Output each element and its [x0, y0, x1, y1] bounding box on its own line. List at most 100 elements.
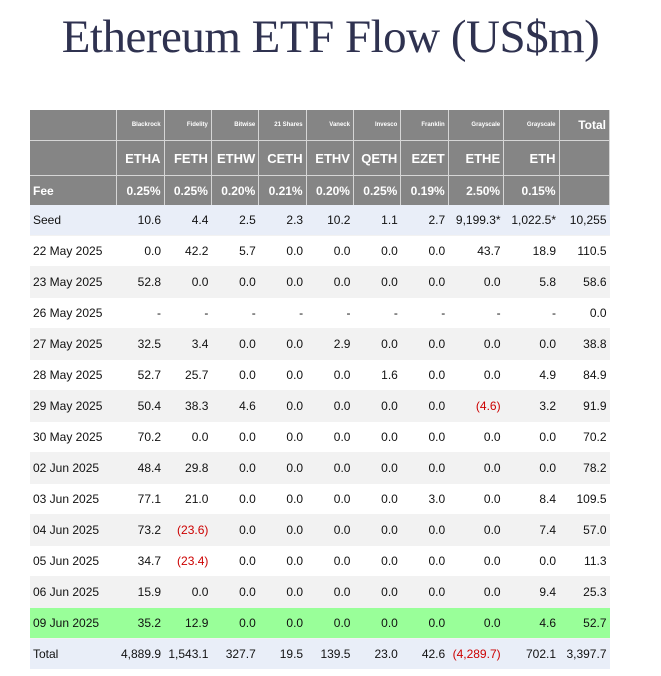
flow-cell-eth: 8.4	[503, 483, 560, 515]
row-label: 09 Jun 2025	[30, 607, 117, 639]
fee-cell-qeth: 0.25%	[353, 175, 402, 205]
row-label: 04 Jun 2025	[30, 514, 117, 546]
issuer-header-ezet: Franklin	[400, 110, 449, 141]
flow-cell-ethw: 0.0	[211, 483, 259, 515]
flow-cell-feth: (23.4)	[164, 545, 212, 577]
ticker-header-ethv: ETHV	[306, 140, 354, 176]
table-row: 06 Jun 2025 15.9 0.0 0.0 0.0 0.0 0.0 0.0 0.0 9.4 2…	[30, 576, 610, 608]
chart-title: Ethereum ETF Flow (US$m)	[61, 11, 600, 63]
ticker-header-feth: FETH	[164, 140, 212, 176]
flow-cell-ethw: 0.0	[211, 545, 259, 577]
table-row: 23 May 2025 52.8 0.0 0.0 0.0 0.0 0.0 0.0 0.0 5.8 5…	[30, 266, 610, 298]
flow-cell-ethv: 0.0	[306, 514, 354, 546]
ticker-header-ceth: CETH	[258, 140, 307, 176]
flow-cell-ethe: 0.0	[448, 452, 504, 484]
issuer-header-feth: Fidelity	[164, 110, 212, 141]
table-row: 30 May 2025 70.2 0.0 0.0 0.0 0.0 0.0 0.0 0.0 0.0 7…	[30, 421, 610, 453]
fee-cell-ezet: 0.19%	[400, 175, 449, 205]
flow-cell-eth: 702.1	[503, 638, 560, 669]
flow-cell-ethe: 0.0	[448, 328, 504, 360]
flow-cell-feth: 0.0	[164, 421, 212, 453]
flow-cell-ceth: -	[258, 297, 307, 329]
table-row: 29 May 2025 50.4 38.3 4.6 0.0 0.0 0.0 0.0 (4.6) 3…	[30, 390, 610, 422]
flow-cell-ezet: 0.0	[400, 266, 449, 298]
row-total-cell: 110.5	[559, 235, 610, 267]
flow-cell-ethv: 139.5	[306, 638, 354, 669]
total-row: Total 4,889.9 1,543.1 327.7 19.5 139.5 23.0 42.…	[30, 638, 610, 669]
flow-cell-feth: 0.0	[164, 266, 212, 298]
row-total-cell: 52.7	[559, 607, 610, 639]
flow-cell-qeth: 0.0	[353, 266, 401, 298]
row-label: 28 May 2025	[30, 359, 117, 391]
flow-cell-ethe: 0.0	[448, 607, 504, 639]
issuer-header-qeth: Invesco	[353, 110, 402, 141]
row-label: 02 Jun 2025	[30, 452, 117, 484]
flow-cell-ceth: 0.0	[258, 266, 307, 298]
flow-cell-ethv: 0.0	[306, 359, 354, 391]
flow-cell-feth: 4.4	[164, 205, 212, 236]
ticker-header-row: ETHA FETH ETHW CETH ETHV QETH EZET ETHE ETH	[30, 140, 611, 176]
flow-cell-ezet: 0.0	[400, 328, 449, 360]
flow-cell-etha: 15.9	[116, 576, 165, 608]
row-label: 23 May 2025	[30, 266, 117, 298]
flow-cell-eth: -	[503, 297, 560, 329]
flow-cell-ethv: 0.0	[306, 390, 354, 422]
fee-cell-eth: 0.15%	[503, 175, 560, 205]
flow-cell-etha: 10.6	[116, 205, 165, 236]
flow-cell-ethe: 0.0	[448, 421, 504, 453]
flow-cell-ceth: 0.0	[258, 235, 307, 267]
flow-cell-ceth: 0.0	[258, 452, 307, 484]
header-corner-cell	[30, 110, 118, 141]
table-row: 27 May 2025 32.5 3.4 0.0 0.0 2.9 0.0 0.0 0.0 0.0 3…	[30, 328, 610, 360]
flow-cell-ethw: 0.0	[211, 328, 259, 360]
flow-cell-ethe: 0.0	[448, 483, 504, 515]
flow-cell-qeth: 0.0	[353, 328, 401, 360]
flow-cell-ethe: 0.0	[448, 576, 504, 608]
row-total-cell: 91.9	[559, 390, 610, 422]
table-row: 04 Jun 2025 73.2 (23.6) 0.0 0.0 0.0 0.0 0.0 0.0 7…	[30, 514, 610, 546]
row-total-cell: 109.5	[559, 483, 610, 515]
row-label: 29 May 2025	[30, 390, 117, 422]
flow-cell-etha: 52.7	[116, 359, 165, 391]
flow-cell-ezet: 0.0	[400, 421, 449, 453]
flow-cell-ceth: 0.0	[258, 545, 307, 577]
flow-cell-ethv: 0.0	[306, 483, 354, 515]
flow-cell-ethe: 0.0	[448, 359, 504, 391]
flow-cell-feth: 42.2	[164, 235, 212, 267]
row-total-cell: 57.0	[559, 514, 610, 546]
flow-cell-etha: 52.8	[116, 266, 165, 298]
flow-cell-eth: 4.9	[503, 359, 560, 391]
flow-cell-ezet: 3.0	[400, 483, 449, 515]
flow-cell-feth: 25.7	[164, 359, 212, 391]
ticker-header-qeth: QETH	[353, 140, 402, 176]
row-total-cell: 84.9	[559, 359, 610, 391]
flow-cell-etha: 70.2	[116, 421, 165, 453]
flow-cell-etha: 4,889.9	[116, 638, 165, 669]
flow-cell-ethv: 0.0	[306, 421, 354, 453]
total-header-blank	[559, 140, 611, 176]
ticker-header-ethw: ETHW	[211, 140, 260, 176]
fee-cell-etha: 0.25%	[116, 175, 165, 205]
header-corner-cell	[30, 140, 118, 176]
flow-cell-ezet: 0.0	[400, 452, 449, 484]
issuer-header-ethe: Grayscale	[448, 110, 505, 141]
flow-cell-ethw: 2.5	[211, 205, 259, 236]
flow-cell-ceth: 0.0	[258, 514, 307, 546]
flow-cell-etha: 50.4	[116, 390, 165, 422]
flow-cell-ethw: 5.7	[211, 235, 259, 267]
flow-cell-qeth: 0.0	[353, 421, 401, 453]
flow-cell-eth: 0.0	[503, 545, 560, 577]
flow-cell-ethv: 10.2	[306, 205, 354, 236]
flow-cell-ethe: (4.6)	[448, 390, 504, 422]
row-total-cell: 3,397.7	[559, 638, 610, 669]
flow-cell-ethe: 0.0	[448, 266, 504, 298]
issuer-header-row: Blackrock Fidelity Bitwise 21 Shares Vaneck I…	[30, 110, 611, 141]
flow-cell-qeth: 0.0	[353, 390, 401, 422]
flow-cell-feth: 38.3	[164, 390, 212, 422]
row-total-cell: 78.2	[559, 452, 610, 484]
flow-cell-ceth: 0.0	[258, 607, 307, 639]
flow-cell-ethe: (4,289.7)	[448, 638, 504, 669]
flow-cell-qeth: -	[353, 297, 401, 329]
ticker-header-ethe: ETHE	[448, 140, 505, 176]
flow-cell-feth: 0.0	[164, 576, 212, 608]
